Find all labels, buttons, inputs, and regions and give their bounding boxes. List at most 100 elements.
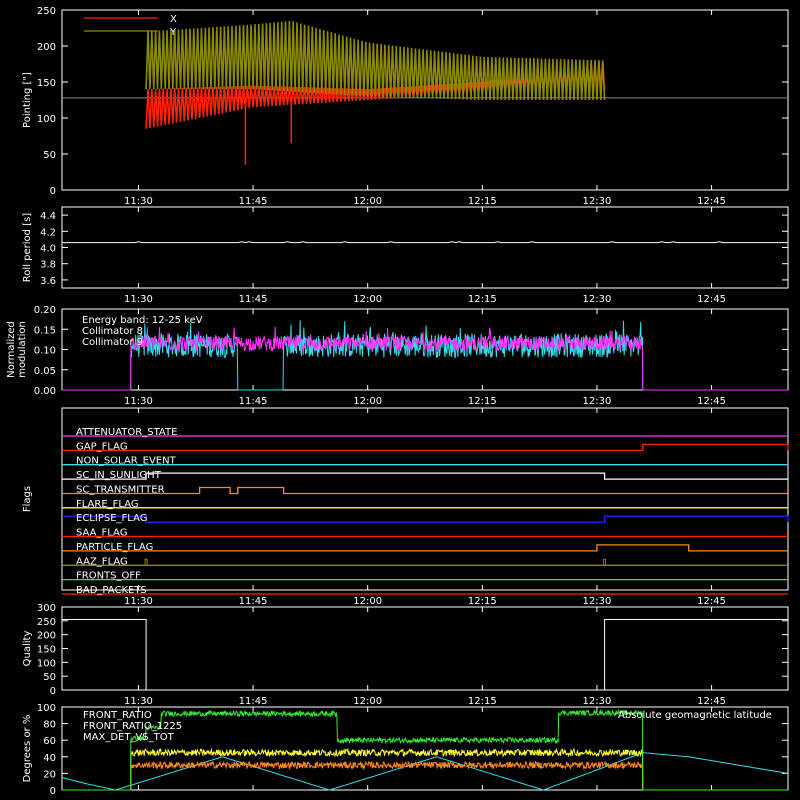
x-tick-label: 12:00 <box>353 396 382 407</box>
x-tick-label: 12:15 <box>468 294 497 305</box>
panel-frame <box>61 407 789 591</box>
flag-sc-in-sunlight-line <box>62 472 788 480</box>
x-tick-label: 11:45 <box>239 294 268 305</box>
flag-eclipse-flag-line <box>62 515 789 523</box>
y-axis-label: Normalized <box>6 321 17 378</box>
x-tick-label: 11:30 <box>124 396 153 407</box>
x-tick-label: 12:15 <box>468 396 497 407</box>
geomagnetic-latitude-line <box>61 752 789 791</box>
x-tick-label: 11:30 <box>124 196 153 207</box>
flag-label: SC_IN_SUNLIGHT <box>76 470 162 481</box>
legend-label: Collimator 8 <box>82 326 143 337</box>
x-tick-label: 11:30 <box>124 696 153 707</box>
y-tick-label: 3.6 <box>40 276 56 287</box>
y-axis-label: Quality <box>22 631 33 667</box>
panel-flags: 11:30 11:45 12:00 12:15 12:30 12:45 Flags ATTEN… <box>22 407 789 607</box>
flag-label: ECLIPSE_FLAG <box>76 513 147 524</box>
y-axis-label: Pointing ["] <box>22 72 33 128</box>
series-max-det-vs-tot-line <box>62 760 788 791</box>
y-tick-label: 0 <box>50 186 56 197</box>
energy-band-label: Energy band: 12-25 keV <box>82 315 203 326</box>
panel-ratios: 0 20 40 60 80 100 Degrees or % FRONT_RATIOFRONT… <box>22 703 789 797</box>
flag-particle-flag-line <box>62 544 788 552</box>
roll-period-line <box>62 241 788 244</box>
y-tick-label: 200 <box>37 631 56 642</box>
x-tick-label: 12:30 <box>583 196 612 207</box>
y-tick-label: 200 <box>37 42 56 53</box>
y-axis-label: Roll period [s] <box>22 213 33 282</box>
x-tick-label: 11:45 <box>239 696 268 707</box>
x-tick-label: 11:30 <box>124 294 153 305</box>
x-tick-label: 12:45 <box>697 294 726 305</box>
y-tick-label: 250 <box>37 617 56 628</box>
x-tick-label: 11:45 <box>239 396 268 407</box>
y-tick-label: 100 <box>37 703 56 714</box>
legend-label: FRONT_RATIO_1225 <box>83 721 182 732</box>
y-tick-label: 250 <box>37 6 56 17</box>
y-tick-label: 150 <box>37 645 56 656</box>
panel-frame <box>61 9 789 191</box>
y-tick-label: 4.2 <box>40 227 56 238</box>
flag-label: ATTENUATOR_STATE <box>76 427 177 438</box>
y-tick-label: 100 <box>37 114 56 125</box>
flag-label: FRONTS_OFF <box>76 571 141 582</box>
flag-label: FLARE_FLAG <box>76 499 139 510</box>
y-tick-label: 3.8 <box>40 260 56 271</box>
x-tick-label: 12:00 <box>353 696 382 707</box>
x-tick-label: 12:30 <box>583 396 612 407</box>
y-axis-label: Degrees or % <box>22 715 33 783</box>
y-tick-label: 50 <box>43 672 56 683</box>
panel-modulation: 11:30 11:45 12:00 12:15 12:30 12:45 0.00 0.05 0.… <box>6 305 789 407</box>
x-tick-label: 12:00 <box>353 596 382 607</box>
series-collimator-8-line <box>62 320 788 391</box>
y-tick-label: 150 <box>37 78 56 89</box>
y-tick-label: 4.0 <box>40 244 56 255</box>
panel-quality: 11:30 11:45 12:00 12:15 12:30 12:45 0 50 100 150 2… <box>22 603 789 707</box>
series-y-line <box>145 20 606 101</box>
x-tick-label: 11:45 <box>239 596 268 607</box>
flag-gap-flag-line <box>62 443 789 452</box>
panel-roll_period: 11:30 11:45 12:00 12:15 12:30 12:45 3.6 3.8 4.0 4… <box>22 206 789 305</box>
flag-label: NON_SOLAR_EVENT <box>76 456 177 467</box>
legend-label: X <box>170 14 177 25</box>
series-collimator-9-line <box>62 326 788 391</box>
flag-label: AAZ_FLAG <box>76 556 128 567</box>
y-tick-label: 80 <box>43 720 56 731</box>
y-tick-label: 0 <box>50 786 56 797</box>
y-tick-label: 20 <box>43 769 56 780</box>
x-tick-label: 12:15 <box>468 196 497 207</box>
y-tick-label: 0.10 <box>34 346 56 357</box>
x-tick-label: 12:30 <box>583 294 612 305</box>
panel-frame <box>61 206 789 289</box>
x-tick-label: 12:15 <box>468 696 497 707</box>
panel-pointing: 11:30 11:45 12:00 12:15 12:30 12:45 0 50 100 150 2… <box>22 6 789 207</box>
x-tick-label: 12:45 <box>697 596 726 607</box>
y-tick-label: 0 <box>50 686 56 697</box>
flag-pulse <box>144 558 148 566</box>
x-tick-label: 11:30 <box>124 596 153 607</box>
x-tick-label: 12:00 <box>353 294 382 305</box>
y-tick-label: 40 <box>43 753 56 764</box>
flag-label: BAD_PACKETS <box>76 585 147 596</box>
legend-label: Absolute geomagnetic latitude <box>618 710 772 721</box>
flag-sc-transmitter-line <box>62 486 788 495</box>
y-tick-label: 0.05 <box>34 366 56 377</box>
y-tick-label: 60 <box>43 736 56 747</box>
series-front-ratio-1225-line <box>62 708 788 791</box>
y-tick-label: 50 <box>43 150 56 161</box>
x-tick-label: 12:15 <box>468 596 497 607</box>
x-tick-label: 12:45 <box>697 696 726 707</box>
flag-label: PARTICLE_FLAG <box>76 542 153 553</box>
legend-label: FRONT_RATIO <box>83 710 152 721</box>
y-tick-label: 0.15 <box>34 325 56 336</box>
x-tick-label: 11:45 <box>239 196 268 207</box>
x-tick-label: 12:45 <box>697 196 726 207</box>
y-tick-label: 0.20 <box>34 305 56 316</box>
flag-label: GAP_FLAG <box>76 441 128 452</box>
panel-frame <box>61 706 789 791</box>
quality-line <box>62 619 788 691</box>
flag-pulse <box>603 558 607 566</box>
x-tick-label: 12:00 <box>353 196 382 207</box>
flag-label: SC_TRANSMITTER <box>76 484 165 495</box>
